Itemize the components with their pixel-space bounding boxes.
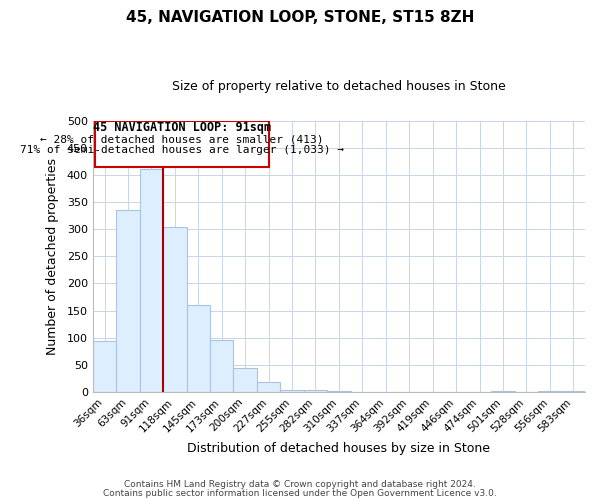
Bar bbox=[233, 368, 257, 392]
Text: ← 28% of detached houses are smaller (413): ← 28% of detached houses are smaller (41… bbox=[40, 134, 323, 144]
Bar bbox=[304, 390, 327, 392]
X-axis label: Distribution of detached houses by size in Stone: Distribution of detached houses by size … bbox=[187, 442, 490, 455]
Text: Contains public sector information licensed under the Open Government Licence v3: Contains public sector information licen… bbox=[103, 490, 497, 498]
Text: 71% of semi-detached houses are larger (1,033) →: 71% of semi-detached houses are larger (… bbox=[20, 146, 344, 156]
Bar bbox=[93, 342, 116, 392]
Bar bbox=[163, 228, 187, 392]
Bar bbox=[140, 170, 163, 392]
Text: 45, NAVIGATION LOOP, STONE, ST15 8ZH: 45, NAVIGATION LOOP, STONE, ST15 8ZH bbox=[126, 10, 474, 25]
Bar bbox=[95, 120, 269, 166]
Y-axis label: Number of detached properties: Number of detached properties bbox=[46, 158, 59, 355]
Bar bbox=[257, 382, 280, 392]
Bar bbox=[116, 210, 140, 392]
Bar bbox=[210, 340, 233, 392]
Title: Size of property relative to detached houses in Stone: Size of property relative to detached ho… bbox=[172, 80, 506, 93]
Bar bbox=[187, 304, 210, 392]
Text: 45 NAVIGATION LOOP: 91sqm: 45 NAVIGATION LOOP: 91sqm bbox=[93, 121, 271, 134]
Bar bbox=[491, 391, 515, 392]
Bar bbox=[280, 390, 304, 392]
Text: Contains HM Land Registry data © Crown copyright and database right 2024.: Contains HM Land Registry data © Crown c… bbox=[124, 480, 476, 489]
